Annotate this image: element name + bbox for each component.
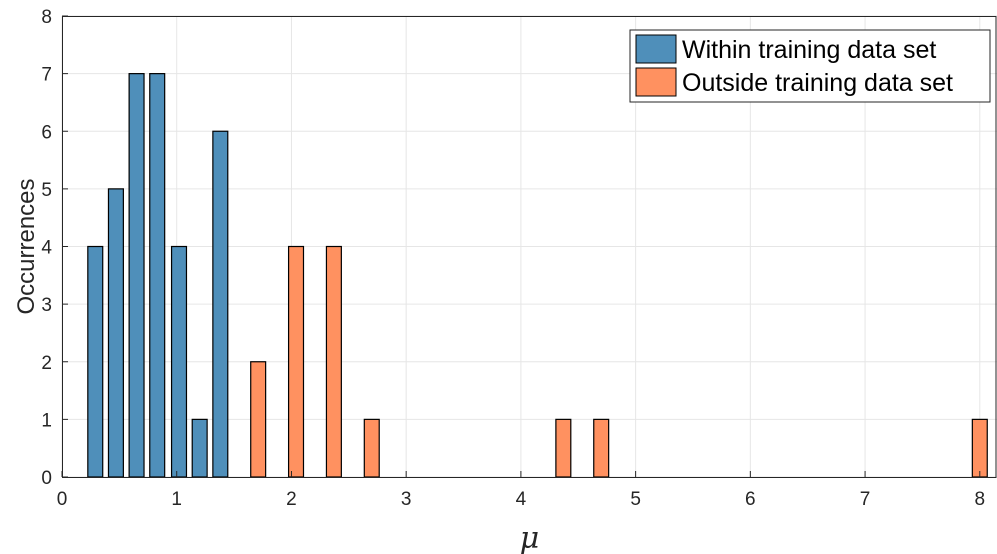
bar-within [87,245,104,478]
legend-label-outside: Outside training data set [682,69,953,97]
legend-box [629,29,991,103]
y-tick-labels: 0 1 2 3 4 5 6 7 8 [41,7,52,489]
y-tick-label: 2 [41,353,52,374]
y-axis-label: Occurrences [13,178,40,314]
legend-label-within: Within training data set [682,36,936,64]
bar-within [149,73,166,478]
y-tick-label: 3 [41,295,52,316]
legend-swatch-within [635,34,677,64]
bar-outside [363,418,380,478]
bar-outside [250,361,267,478]
bar-outside [593,418,610,478]
legend-swatch-outside [635,67,677,97]
bar-within [170,245,188,478]
x-tick-label: 5 [630,489,641,510]
bar-outside [287,245,305,478]
legend: Within training data set Outside trainin… [629,29,991,103]
x-axis-label: μ [520,521,540,554]
y-tick-label: 5 [41,180,52,201]
x-tick-label: 8 [975,489,986,510]
bar-within [128,73,145,478]
y-tick-label: 7 [41,65,52,86]
bar-outside [971,418,988,478]
y-tick-label: 8 [41,7,52,28]
x-tick-label: 6 [745,489,756,510]
bar-outside [325,245,342,478]
bar-within [191,418,208,478]
bar-within [212,130,229,478]
x-tick-label: 4 [516,489,527,510]
tick-marks [61,15,981,478]
x-tick-label: 1 [171,489,182,510]
y-tick-label: 0 [41,468,52,489]
bar-within [107,188,124,478]
x-tick-label: 3 [401,489,412,510]
bar-outside [555,418,572,478]
y-tick-label: 1 [41,410,52,431]
x-tick-label: 0 [57,489,68,510]
x-tick-label: 7 [860,489,871,510]
x-tick-label: 2 [286,489,297,510]
y-tick-label: 6 [41,122,52,143]
bars [87,73,988,478]
y-tick-label: 4 [41,238,52,259]
x-tick-labels: 0 1 2 3 4 5 6 7 8 [57,489,985,510]
